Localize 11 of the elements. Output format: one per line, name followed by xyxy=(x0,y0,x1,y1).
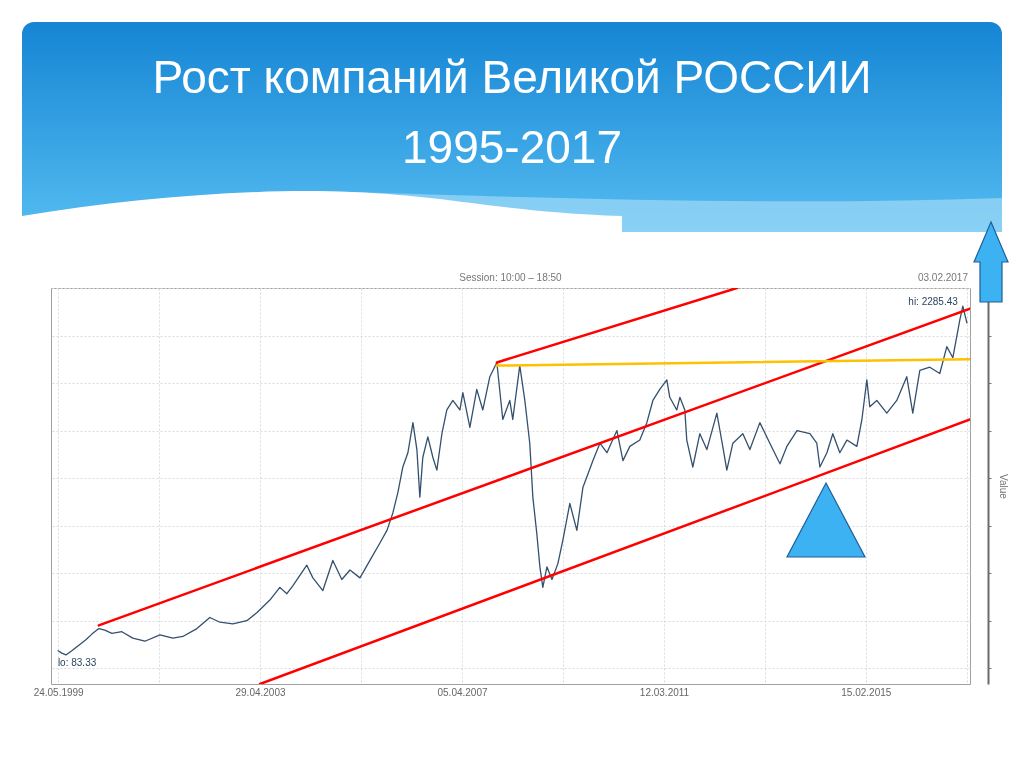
x-tick-label: 12.03.2011 xyxy=(639,686,690,698)
text: Session: 10:00 – 18:50 xyxy=(459,272,563,283)
x-tick-label: 05.04.2007 xyxy=(437,686,488,698)
data-label: lo: 83.33 xyxy=(57,656,97,668)
x-tick-label: 29.04.2003 xyxy=(235,686,286,698)
text: 03.02.2017 xyxy=(917,272,969,283)
chart-title: Рост компаний Великой РОССИИ 1995-2017 xyxy=(151,50,873,175)
x-tick-label: 15.02.2015 xyxy=(841,686,892,698)
y-axis-title: Value xyxy=(998,474,1009,500)
x-tick-label: 24.05.1999 xyxy=(33,686,85,698)
data-label: hi: 2285.43 xyxy=(908,296,959,308)
